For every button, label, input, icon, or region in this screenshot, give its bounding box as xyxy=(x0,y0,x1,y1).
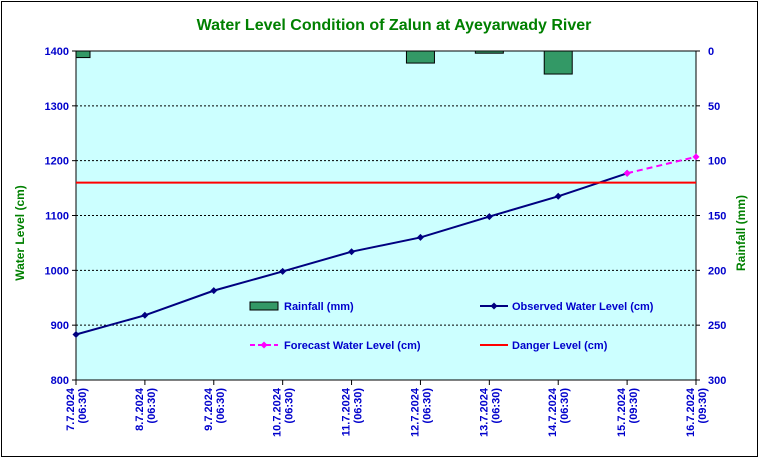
x-tick-time: (09:30) xyxy=(697,388,709,424)
forecast-point xyxy=(692,153,700,161)
x-tick-label: 13.7.2024 (06:30) xyxy=(478,387,502,437)
x-tick-date: 12.7.2024 xyxy=(409,387,421,437)
x-tick-time: (06:30) xyxy=(146,388,158,424)
right-tick-label: 250 xyxy=(708,320,726,332)
observed-point xyxy=(348,248,356,256)
legend-item: Rainfall (mm) xyxy=(249,301,354,313)
legend-item: Danger Level (cm) xyxy=(480,340,608,352)
x-tick-label: 11.7.2024 (06:30) xyxy=(341,387,365,436)
rainfall-bar xyxy=(405,50,435,64)
observed-point xyxy=(485,213,493,221)
forecast-line xyxy=(626,155,697,175)
rainfall-bars xyxy=(75,50,573,75)
x-tick-date: 15.7.2024 xyxy=(616,387,628,437)
legend-label: Forecast Water Level (cm) xyxy=(284,340,421,352)
legend-item: Forecast Water Level (cm) xyxy=(250,340,421,352)
x-tick-label: 10.7.2024 (06:30) xyxy=(272,387,296,437)
x-tick-time: (06:30) xyxy=(421,388,433,424)
legend-label: Observed Water Level (cm) xyxy=(512,301,654,313)
right-tick-label: 50 xyxy=(708,101,720,113)
x-tick-date: 7.7.2024 xyxy=(65,387,77,431)
left-tick-label: 1100 xyxy=(45,211,69,223)
legend-item: Observed Water Level (cm) xyxy=(480,301,654,313)
right-tick-label: 100 xyxy=(708,156,726,168)
left-tick-label: 1000 xyxy=(45,265,69,277)
x-tick-date: 14.7.2024 xyxy=(547,387,559,437)
x-tick-date: 13.7.2024 xyxy=(478,387,490,437)
x-tick-label: 9.7.2024 (06:30) xyxy=(203,387,227,431)
observed-point xyxy=(554,192,562,200)
x-tick-label: 7.7.2024 (06:30) xyxy=(65,387,89,431)
left-tick-label: 900 xyxy=(51,320,69,332)
x-tick-date: 8.7.2024 xyxy=(134,387,146,431)
gridlines xyxy=(76,105,696,326)
x-tick-time: (09:30) xyxy=(628,388,640,424)
observed-point xyxy=(72,330,80,338)
x-tick-time: (06:30) xyxy=(353,388,365,424)
x-tick-time: (06:30) xyxy=(77,388,89,424)
legend-swatch xyxy=(249,301,279,311)
left-tick-label: 1200 xyxy=(45,156,69,168)
x-tick-time: (06:30) xyxy=(559,388,571,424)
x-tick-date: 10.7.2024 xyxy=(272,387,284,437)
rainfall-bar xyxy=(474,50,504,54)
left-axis-title: Water Level (cm) xyxy=(13,185,27,281)
x-tick-label: 16.7.2024 (09:30) xyxy=(685,387,709,437)
observed-point xyxy=(416,233,424,241)
x-axis-ticks: 7.7.2024 (06:30) 8.7.2024 (06:30) 9.7.2024 (0… xyxy=(65,380,709,437)
forecast-point xyxy=(623,169,631,177)
x-tick-time: (06:30) xyxy=(490,388,502,424)
x-tick-label: 12.7.2024 (06:30) xyxy=(409,387,433,437)
x-tick-label: 8.7.2024 (06:30) xyxy=(134,387,158,431)
x-tick-time: (06:30) xyxy=(284,388,296,424)
x-tick-date: 9.7.2024 xyxy=(203,387,215,431)
rainfall-bar xyxy=(75,50,91,59)
rainfall-bar xyxy=(543,50,573,75)
right-axis-title: Rainfall (mm) xyxy=(734,195,748,271)
legend-marker xyxy=(490,302,498,310)
x-tick-label: 14.7.2024 (06:30) xyxy=(547,387,571,437)
legend: Rainfall (mm) Observed Water Level (cm) Fo… xyxy=(249,301,654,352)
x-tick-date: 11.7.2024 xyxy=(341,387,353,436)
x-tick-date: 16.7.2024 xyxy=(685,387,697,437)
legend-label: Rainfall (mm) xyxy=(284,301,354,313)
right-tick-label: 300 xyxy=(708,375,726,387)
observed-point xyxy=(141,311,149,319)
right-tick-label: 200 xyxy=(708,265,726,277)
observed-point xyxy=(210,287,218,295)
observed-point xyxy=(279,267,287,275)
left-tick-label: 1400 xyxy=(45,46,69,58)
legend-label: Danger Level (cm) xyxy=(512,340,608,352)
right-tick-label: 0 xyxy=(708,46,714,58)
left-tick-label: 800 xyxy=(51,375,69,387)
legend-marker xyxy=(260,341,268,349)
x-tick-time: (06:30) xyxy=(215,388,227,424)
series-lines xyxy=(72,153,700,338)
right-tick-label: 150 xyxy=(708,211,726,223)
chart-title: Water Level Condition of Zalun at Ayeyar… xyxy=(197,17,592,34)
x-tick-label: 15.7.2024 (09:30) xyxy=(616,387,640,437)
left-axis-ticks: 800 900 1000 1100 1200 1300 1400 xyxy=(45,46,76,387)
right-axis-ticks: 300 250 200 150 100 50 0 xyxy=(696,46,726,387)
left-tick-label: 1300 xyxy=(45,101,69,113)
